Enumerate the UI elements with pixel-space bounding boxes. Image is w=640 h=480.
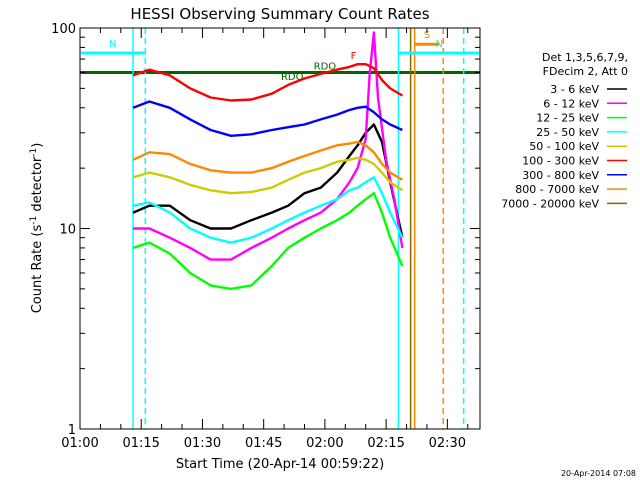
- series-line-2: [132, 191, 404, 291]
- legend: Det 1,3,5,6,7,9,FDecim 2, Att 0 3 - 6 keV…: [501, 51, 628, 210]
- legend-label-6: 300 - 800 keV: [522, 169, 599, 182]
- y-tick-label-2: 100: [51, 22, 76, 37]
- legend-label-5: 100 - 300 keV: [522, 155, 599, 168]
- annotation-label-0: N: [109, 39, 116, 50]
- y-axis-label-end: ): [30, 143, 45, 148]
- legend-label-2: 12 - 25 keV: [536, 112, 599, 125]
- series-line-5: [132, 62, 404, 102]
- series-line-7: [132, 140, 404, 181]
- x-tick-label-1: 01:15: [122, 436, 159, 451]
- y-axis-label-main: Count Rate (s: [30, 225, 45, 314]
- series-line-4: [132, 156, 404, 195]
- legend-title-line-1: FDecim 2, Att 0: [543, 65, 628, 78]
- x-tick-label-0: 01:00: [61, 436, 98, 451]
- annotation-label-2: S: [424, 30, 430, 41]
- y-axis-label-middle: detector: [30, 156, 45, 216]
- series-line-0: [132, 123, 404, 238]
- legend-label-7: 800 - 7000 keV: [515, 183, 599, 196]
- legend-label-0: 3 - 6 keV: [550, 83, 599, 96]
- annotation-label-4: RDO: [314, 62, 337, 73]
- x-tick-label-5: 02:15: [367, 436, 404, 451]
- legend-title-line-0: Det 1,3,5,6,7,9,: [542, 51, 628, 64]
- legend-label-1: 6 - 12 keV: [543, 97, 599, 110]
- annotation-label-3: RDO: [281, 72, 304, 83]
- legend-label-8: 7000 - 20000 keV: [501, 197, 599, 210]
- y-tick-label-1: 10: [59, 223, 76, 238]
- x-tick-label-2: 01:30: [184, 436, 221, 451]
- timestamp: 20-Apr-2014 07:08: [561, 469, 636, 478]
- data-series: [132, 31, 404, 291]
- legend-label-3: 25 - 50 keV: [536, 126, 599, 139]
- y-axis-label-exponent-1: -1: [29, 216, 39, 225]
- annotations: NNSRDORDOF: [81, 30, 479, 83]
- y-axis-label: Count Rate (s-1 detector-1): [29, 143, 45, 314]
- legend-label-4: 50 - 100 keV: [529, 140, 599, 153]
- x-axis-label: Start Time (20-Apr-14 00:59:22): [176, 457, 384, 472]
- annotation-label-5: F: [351, 51, 357, 62]
- axes: 01:00 01:15 01:30 01:45 02:00 02:15 02:30 1 10 10…: [51, 22, 480, 451]
- x-tick-label-3: 01:45: [245, 436, 282, 451]
- x-tick-label-4: 02:00: [306, 436, 343, 451]
- y-tick-label-0: 1: [68, 423, 76, 438]
- series-line-1: [133, 31, 404, 261]
- chart-title: HESSI Observing Summary Count Rates: [130, 5, 429, 23]
- series-line-6: [132, 100, 403, 138]
- series-line-3: [132, 176, 404, 244]
- y-axis-label-exponent-2: -1: [29, 148, 39, 157]
- x-tick-label-6: 02:30: [429, 436, 466, 451]
